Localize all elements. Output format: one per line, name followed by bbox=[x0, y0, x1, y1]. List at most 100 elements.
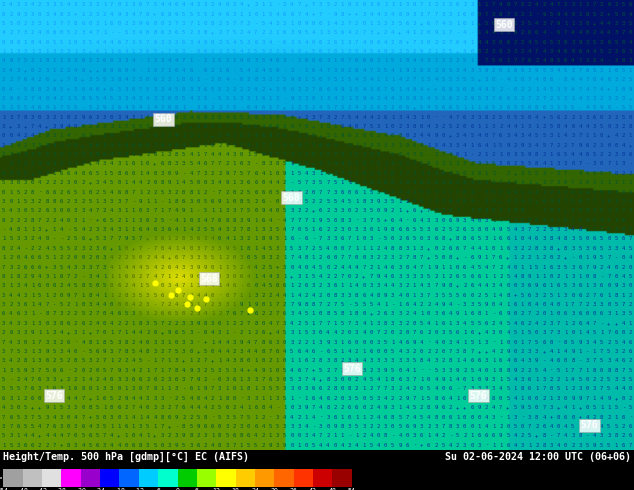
Text: 0: 0 bbox=[571, 12, 574, 17]
Text: 1: 1 bbox=[312, 218, 315, 223]
Text: 7: 7 bbox=[557, 321, 560, 326]
Text: 3: 3 bbox=[81, 40, 84, 45]
Text: 4: 4 bbox=[550, 2, 553, 7]
Text: 0: 0 bbox=[470, 293, 474, 298]
Text: 4: 4 bbox=[578, 96, 581, 101]
Text: 5: 5 bbox=[477, 321, 481, 326]
Text: 6: 6 bbox=[146, 49, 150, 54]
Text: 3: 3 bbox=[153, 396, 157, 401]
Text: 5: 5 bbox=[23, 105, 27, 110]
Text: 3: 3 bbox=[499, 105, 502, 110]
Text: 0: 0 bbox=[377, 105, 380, 110]
Text: 7: 7 bbox=[45, 424, 48, 429]
Text: 3: 3 bbox=[247, 377, 250, 382]
Text: 1: 1 bbox=[124, 162, 127, 167]
Text: 5: 5 bbox=[413, 405, 416, 410]
Text: 0: 0 bbox=[103, 58, 106, 63]
Text: 4: 4 bbox=[204, 218, 207, 223]
Text: +: + bbox=[211, 133, 214, 138]
Text: 4: 4 bbox=[507, 218, 510, 223]
Text: 7: 7 bbox=[550, 180, 553, 185]
Text: 1: 1 bbox=[254, 237, 257, 242]
Text: 5: 5 bbox=[557, 387, 560, 392]
Text: 9: 9 bbox=[290, 96, 294, 101]
Text: 3: 3 bbox=[304, 96, 308, 101]
Text: 1: 1 bbox=[319, 124, 322, 129]
Text: 6: 6 bbox=[240, 124, 243, 129]
Text: 2: 2 bbox=[269, 358, 272, 363]
Text: 0: 0 bbox=[614, 265, 618, 270]
Text: 2: 2 bbox=[31, 237, 34, 242]
Text: 7: 7 bbox=[16, 77, 20, 82]
Text: 5: 5 bbox=[23, 58, 27, 63]
Text: +: + bbox=[514, 171, 517, 176]
Text: 7: 7 bbox=[370, 68, 373, 73]
Text: 4: 4 bbox=[110, 433, 113, 438]
Text: 5: 5 bbox=[607, 442, 611, 448]
Text: 1: 1 bbox=[269, 433, 272, 438]
Text: 2: 2 bbox=[2, 330, 5, 335]
Text: 7: 7 bbox=[492, 2, 495, 7]
Text: 0: 0 bbox=[190, 218, 193, 223]
Text: 4: 4 bbox=[427, 171, 430, 176]
Text: 9: 9 bbox=[247, 218, 250, 223]
Text: -: - bbox=[211, 415, 214, 419]
Text: -: - bbox=[60, 237, 63, 242]
Text: 2: 2 bbox=[38, 133, 41, 138]
Text: 6: 6 bbox=[190, 387, 193, 392]
Text: 1: 1 bbox=[269, 96, 272, 101]
Text: 7: 7 bbox=[586, 396, 589, 401]
Text: 4: 4 bbox=[132, 396, 135, 401]
Text: 1: 1 bbox=[254, 143, 257, 148]
Text: 7: 7 bbox=[593, 321, 596, 326]
Text: 2: 2 bbox=[593, 415, 596, 419]
Text: 3: 3 bbox=[276, 21, 279, 26]
Text: 4: 4 bbox=[449, 115, 452, 120]
Text: 2: 2 bbox=[614, 218, 618, 223]
Text: 6: 6 bbox=[45, 190, 48, 195]
Text: 1: 1 bbox=[167, 237, 171, 242]
Text: 5: 5 bbox=[175, 349, 178, 354]
Text: 3: 3 bbox=[521, 21, 524, 26]
Text: 1: 1 bbox=[218, 358, 221, 363]
Text: 2: 2 bbox=[160, 77, 164, 82]
Text: 1: 1 bbox=[233, 302, 236, 307]
Text: 3: 3 bbox=[304, 387, 308, 392]
Text: 9: 9 bbox=[477, 162, 481, 167]
Text: 9: 9 bbox=[319, 218, 322, 223]
Text: 2: 2 bbox=[67, 68, 70, 73]
Text: 2: 2 bbox=[456, 180, 459, 185]
Text: 3: 3 bbox=[564, 227, 567, 232]
Text: 1: 1 bbox=[484, 152, 488, 157]
Text: 1: 1 bbox=[470, 105, 474, 110]
Text: 0: 0 bbox=[492, 21, 495, 26]
Text: 4: 4 bbox=[427, 96, 430, 101]
Text: 7: 7 bbox=[175, 405, 178, 410]
Text: 9: 9 bbox=[304, 21, 308, 26]
Text: 1: 1 bbox=[340, 77, 344, 82]
Text: 5: 5 bbox=[146, 87, 150, 92]
Text: 5: 5 bbox=[420, 190, 423, 195]
Text: 2: 2 bbox=[434, 68, 437, 73]
Text: 2: 2 bbox=[38, 199, 41, 204]
Text: 1: 1 bbox=[384, 58, 387, 63]
Text: 3: 3 bbox=[312, 180, 315, 185]
Text: 6: 6 bbox=[499, 358, 502, 363]
Text: 3: 3 bbox=[456, 77, 459, 82]
Text: 0: 0 bbox=[2, 190, 5, 195]
Text: 1: 1 bbox=[593, 396, 596, 401]
Text: 3: 3 bbox=[528, 415, 531, 419]
Text: 7: 7 bbox=[405, 415, 409, 419]
Text: 3: 3 bbox=[218, 330, 221, 335]
Text: 4: 4 bbox=[153, 415, 157, 419]
Text: 4: 4 bbox=[557, 49, 560, 54]
Text: 2: 2 bbox=[160, 377, 164, 382]
Text: 2: 2 bbox=[233, 349, 236, 354]
Text: 8: 8 bbox=[413, 124, 416, 129]
Text: 5: 5 bbox=[139, 40, 142, 45]
Text: 0: 0 bbox=[463, 377, 467, 382]
Text: 4: 4 bbox=[9, 208, 13, 213]
Text: 7: 7 bbox=[190, 377, 193, 382]
Text: 2: 2 bbox=[304, 190, 308, 195]
Text: 0: 0 bbox=[290, 405, 294, 410]
